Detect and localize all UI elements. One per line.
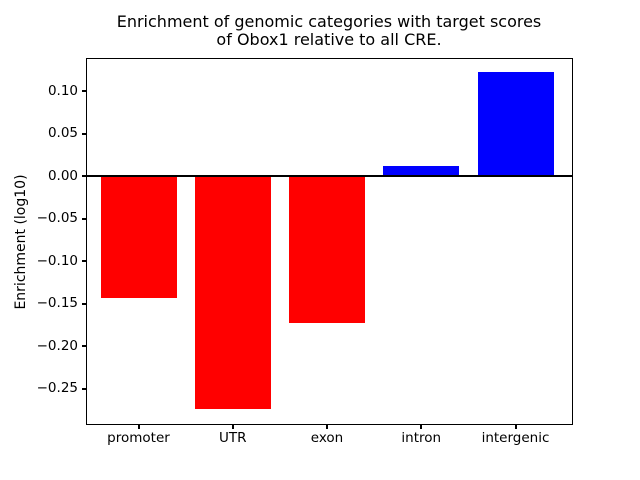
bar-exon bbox=[289, 176, 365, 324]
x-tick-label-exon: exon bbox=[310, 430, 344, 446]
y-tick-mark bbox=[82, 387, 86, 390]
chart-title: Enrichment of genomic categories with ta… bbox=[117, 13, 542, 49]
x-tick-label-intergenic: intergenic bbox=[481, 430, 550, 446]
y-tick-label: −0.15 bbox=[36, 295, 78, 311]
y-tick-mark bbox=[82, 132, 86, 135]
y-tick-mark bbox=[82, 302, 86, 305]
bar-promoter bbox=[100, 176, 177, 299]
y-axis-label: Enrichment (log10) bbox=[13, 174, 29, 310]
y-tick-label: −0.25 bbox=[36, 380, 78, 396]
y-tick-label: 0.00 bbox=[47, 167, 78, 184]
y-tick-mark bbox=[82, 345, 86, 347]
x-tick-mark bbox=[137, 425, 140, 429]
x-tick-mark bbox=[514, 425, 517, 429]
x-tick-label-promoter: promoter bbox=[107, 430, 170, 446]
x-tick-label-intron: intron bbox=[401, 430, 442, 446]
y-tick-label: 0.05 bbox=[47, 125, 78, 141]
x-tick-mark bbox=[231, 425, 234, 429]
bar-UTR bbox=[194, 176, 271, 409]
bar-intron bbox=[383, 165, 460, 176]
y-tick-label: 0.10 bbox=[47, 82, 78, 99]
x-tick-label-UTR: UTR bbox=[218, 430, 247, 446]
y-tick-mark bbox=[82, 175, 86, 177]
y-tick-mark bbox=[82, 260, 86, 262]
zero-line bbox=[86, 175, 573, 177]
chart-title-line2: of Obox1 relative to all CRE. bbox=[216, 30, 442, 49]
y-tick-mark bbox=[82, 217, 86, 220]
y-tick-label: −0.10 bbox=[36, 252, 78, 269]
chart-title-line1: Enrichment of genomic categories with ta… bbox=[116, 12, 542, 31]
bar-intergenic bbox=[477, 72, 554, 176]
y-tick-label: −0.20 bbox=[36, 337, 78, 354]
y-tick-label: −0.05 bbox=[36, 210, 78, 226]
x-tick-mark bbox=[420, 425, 423, 429]
x-tick-mark bbox=[326, 425, 328, 429]
y-tick-mark bbox=[82, 90, 86, 92]
